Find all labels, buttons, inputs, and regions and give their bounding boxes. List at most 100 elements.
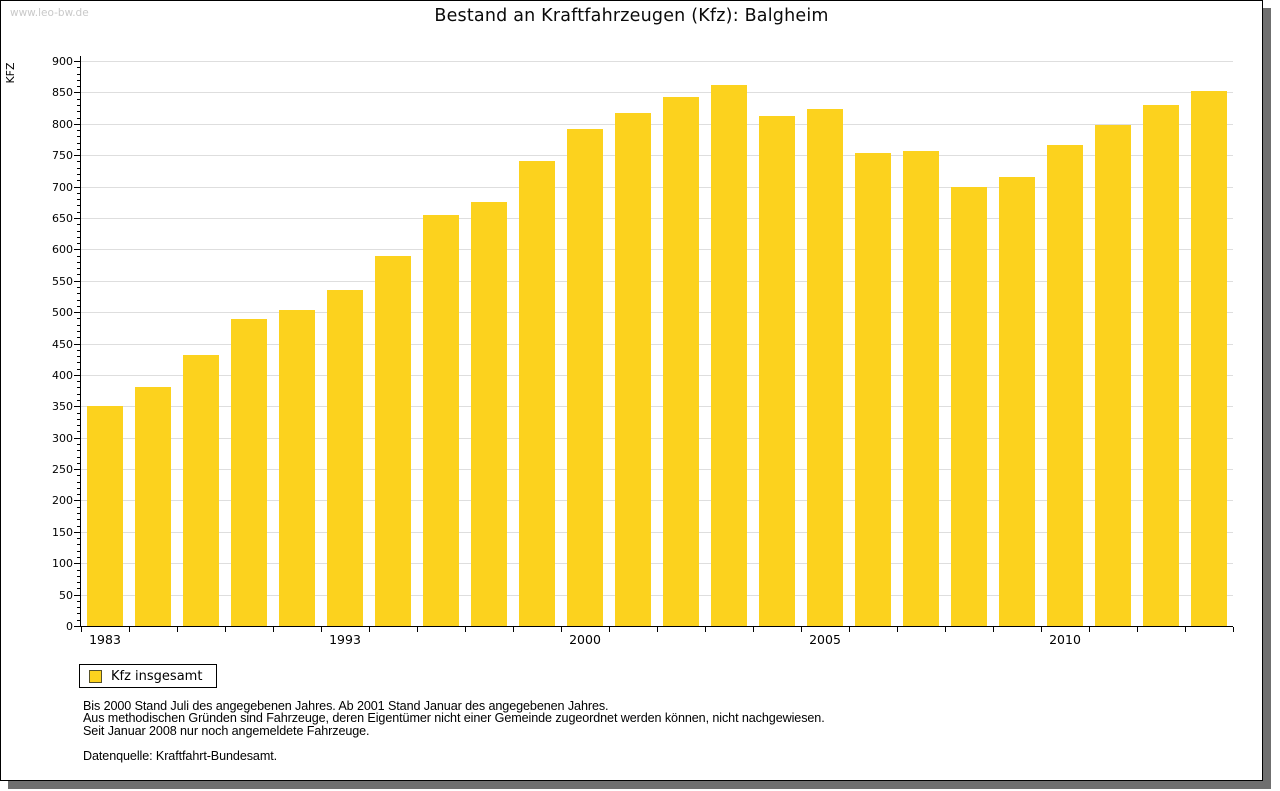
y-tick-minor (77, 98, 80, 100)
data-source: Datenquelle: Kraftfahrt-Bundesamt. (83, 749, 278, 763)
y-tick-minor (77, 393, 80, 395)
y-tick-minor (77, 443, 80, 445)
y-tick-minor (77, 425, 80, 427)
x-tick (321, 627, 322, 632)
gridline (81, 217, 1233, 219)
y-tick-minor (77, 356, 80, 358)
gridline (81, 249, 1233, 251)
y-tick-minor (77, 293, 80, 295)
y-tick-minor (77, 73, 80, 75)
y-tick-minor (77, 324, 80, 326)
y-tick-label: 400 (52, 368, 73, 382)
x-tick-label: 2005 (809, 632, 841, 647)
y-tick-major (74, 312, 80, 314)
bar-kfz-insgesamt (999, 177, 1035, 626)
y-tick-minor (77, 387, 80, 389)
y-tick-label: 0 (66, 620, 73, 633)
chart-canvas: www.leo-bw.de Bestand an Kraftfahrzeugen… (0, 0, 1263, 781)
bar-kfz-insgesamt (663, 97, 699, 626)
y-tick-minor (77, 588, 80, 590)
bar-kfz-insgesamt (87, 406, 123, 626)
y-axis-unit-label: KFZ (4, 62, 17, 84)
y-tick-minor (77, 243, 80, 245)
gridline (81, 123, 1233, 125)
y-tick-minor (77, 368, 80, 370)
footnote-line: Bis 2000 Stand Juli des angegebenen Jahr… (83, 699, 609, 713)
y-tick-minor (77, 136, 80, 138)
y-tick-minor (77, 575, 80, 577)
bar-kfz-insgesamt (1047, 145, 1083, 626)
gridline (81, 531, 1233, 533)
y-tick-label: 850 (52, 86, 73, 100)
x-tick (705, 627, 706, 632)
x-axis-line (74, 626, 1233, 627)
gridline (81, 61, 1233, 62)
chart-title: Bestand an Kraftfahrzeugen (Kfz): Balghe… (434, 6, 829, 26)
y-tick-minor (77, 161, 80, 163)
y-tick-minor (77, 268, 80, 270)
y-tick-minor (77, 381, 80, 383)
y-tick-major (74, 61, 80, 62)
y-tick-minor (77, 86, 80, 88)
x-tick (513, 627, 514, 632)
bar-kfz-insgesamt (1191, 91, 1227, 626)
y-tick-minor (77, 619, 80, 621)
y-tick-major (74, 186, 80, 188)
y-tick-minor (77, 506, 80, 508)
y-tick-minor (77, 287, 80, 288)
x-tick (945, 627, 946, 632)
y-tick-minor (77, 475, 80, 477)
y-tick-minor (77, 192, 80, 194)
x-tick-label: 1993 (329, 632, 361, 647)
legend-label: Kfz insgesamt (111, 668, 203, 684)
y-tick-minor (77, 236, 80, 238)
bar-kfz-insgesamt (759, 116, 795, 626)
y-tick-minor (77, 513, 80, 514)
y-tick-major (74, 500, 80, 502)
y-tick-minor (77, 362, 80, 364)
bar-kfz-insgesamt (231, 319, 267, 626)
y-tick-minor (77, 613, 80, 615)
bar-kfz-insgesamt (615, 113, 651, 626)
bar-kfz-insgesamt (279, 310, 315, 626)
y-tick-label: 450 (52, 337, 73, 351)
y-tick-label: 350 (52, 400, 73, 414)
y-tick-label: 300 (52, 431, 73, 445)
y-tick-minor (77, 569, 80, 571)
x-tick (1185, 627, 1186, 632)
y-tick-minor (77, 211, 80, 213)
bar-kfz-insgesamt (423, 215, 459, 626)
y-tick-major (74, 123, 80, 125)
y-tick-minor (77, 261, 80, 263)
gridline (81, 186, 1233, 188)
y-tick-minor (77, 180, 80, 182)
y-tick-label: 250 (52, 463, 73, 477)
x-tick (273, 627, 274, 632)
gridline (81, 437, 1233, 439)
x-tick (81, 627, 82, 632)
y-tick-major (74, 92, 80, 94)
y-tick-major (74, 437, 80, 439)
footnotes: Bis 2000 Stand Juli des angegebenen Jahr… (83, 699, 825, 737)
y-axis-line (80, 56, 81, 627)
bar-kfz-insgesamt (855, 153, 891, 626)
x-tick (129, 627, 130, 632)
x-tick (177, 627, 178, 632)
gridline (81, 469, 1233, 471)
y-tick-major (74, 469, 80, 471)
bar-kfz-insgesamt (327, 290, 363, 626)
footnote-line: Aus methodischen Gründen sind Fahrzeuge,… (83, 711, 825, 726)
x-tick-label: 1983 (89, 632, 121, 647)
y-tick-major (74, 563, 80, 565)
x-tick (993, 627, 994, 632)
x-tick (1233, 627, 1234, 632)
y-tick-major (74, 594, 80, 596)
y-tick-label: 700 (52, 180, 73, 194)
y-tick-major (74, 249, 80, 251)
y-tick-minor (77, 318, 80, 320)
x-tick (801, 627, 802, 632)
y-tick-minor (77, 148, 80, 150)
y-tick-minor (77, 487, 80, 489)
y-tick-minor (77, 400, 80, 401)
